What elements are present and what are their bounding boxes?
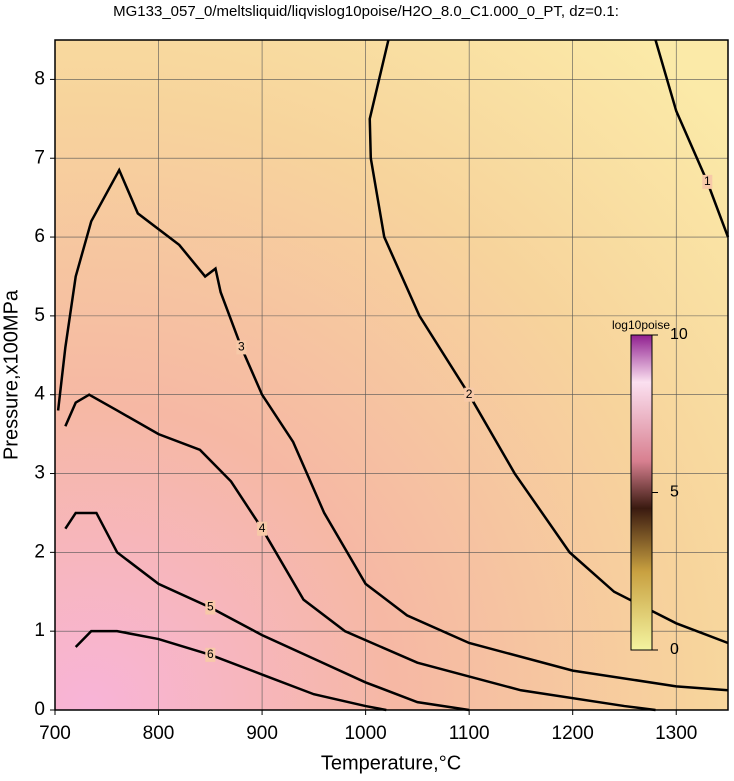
contour-label: 2 — [466, 387, 473, 401]
colorbar-scale — [630, 334, 653, 651]
plot-background — [55, 40, 728, 710]
y-tick-label: 8 — [34, 68, 45, 89]
colorbar-label: log10poise — [612, 318, 670, 332]
contour-label: 3 — [238, 340, 245, 354]
x-tick-label: 700 — [39, 723, 71, 744]
contour-label-bg — [464, 387, 475, 402]
y-tick-label: 4 — [34, 384, 45, 405]
contour-label-bg — [205, 600, 216, 615]
grid — [54, 40, 728, 711]
y-tick-label: 1 — [34, 620, 45, 641]
x-tick-label: 1000 — [344, 723, 386, 744]
y-tick-label: 3 — [34, 463, 45, 484]
colorbar-tick-label: 5 — [670, 484, 679, 501]
contour-label-bg — [257, 521, 268, 536]
x-tick-label: 1200 — [552, 723, 594, 744]
colorbar-tick-label: 0 — [670, 641, 679, 658]
y-tick-label: 7 — [34, 147, 45, 168]
contour-label: 6 — [207, 647, 214, 661]
x-tick-label: 900 — [246, 723, 278, 744]
contour-label-bg — [205, 647, 216, 662]
contour-label: 1 — [704, 174, 711, 188]
chart-title: MG133_057_0/meltsliquid/liqvislog10poise… — [113, 3, 619, 20]
colorbar-tick-label: 10 — [670, 326, 688, 343]
y-axis-label: Pressure,x100MPa — [0, 289, 22, 460]
y-tick-label: 5 — [34, 305, 45, 326]
x-tick-label: 800 — [143, 723, 175, 744]
y-tick-label: 0 — [34, 699, 45, 720]
contour-line — [56, 167, 729, 692]
contour-label-bg — [236, 340, 247, 355]
plot-frame — [54, 39, 729, 711]
contours: 1 2 3 4 5 6 — [56, 39, 730, 712]
x-tick-label: 1300 — [655, 723, 697, 744]
contour-line — [64, 393, 656, 712]
x-axis-label: Temperature,°C — [321, 752, 461, 774]
x-tick-label: 1100 — [449, 723, 490, 744]
contour-line — [654, 39, 730, 238]
colorbar: log10poise 0 5 10 — [612, 318, 688, 658]
contour-label: 5 — [207, 600, 214, 614]
contour-label: 4 — [259, 521, 266, 535]
y-tick-label: 6 — [34, 226, 45, 247]
contour-label-bg — [702, 174, 713, 189]
y-tick-label: 2 — [34, 541, 45, 562]
